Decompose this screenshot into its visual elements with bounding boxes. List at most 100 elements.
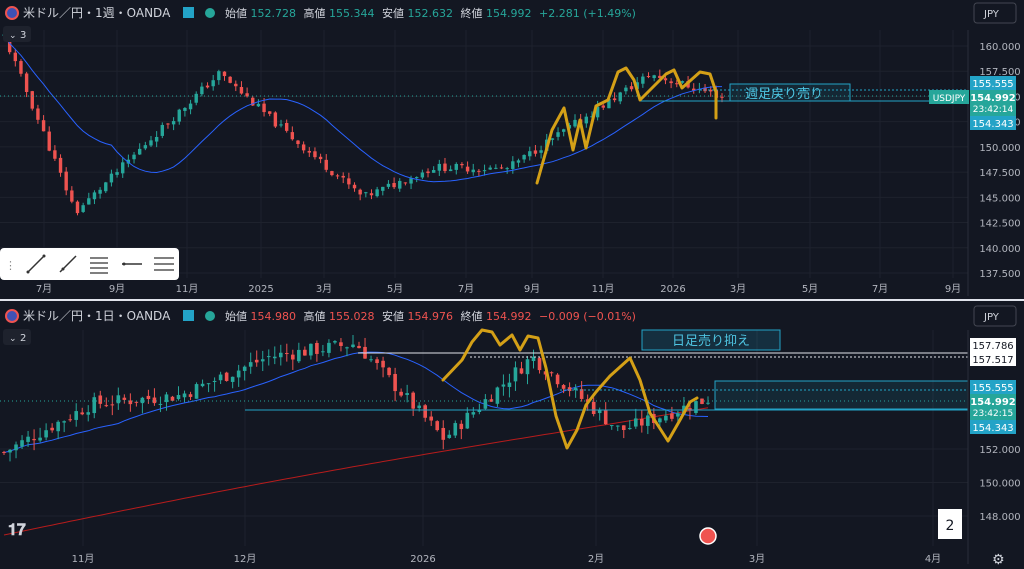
candle-body [315, 342, 319, 354]
weekly-chart-pane[interactable]: 週足戻り売り 160.000157.500155.000152.500150.0… [0, 2, 1021, 296]
price-tag-last: 154.992 [970, 93, 1016, 104]
svg-text:始値 152.728 高値: 始値 152.728 高値 155.344 安値 152.632 終値 154.… [225, 6, 636, 20]
candle-body [516, 160, 521, 163]
x-tick-label: 11月 [72, 553, 95, 565]
candle-body [629, 86, 634, 90]
candle-body [522, 154, 526, 160]
candle-body [423, 405, 427, 418]
daily-time-axis[interactable]: 11月 12月 2026 2月 3月 4月 [72, 553, 942, 565]
candle-body [341, 175, 345, 178]
daily-price-axis[interactable]: 152.000 150.000 148.000 [967, 330, 1021, 564]
candle-body [443, 163, 447, 172]
candle-body [205, 85, 210, 88]
daily-chart-pane[interactable]: 日足売り抑え 152.000 150.000 148.000 11月 12月 2026 2… [0, 305, 1021, 568]
candle-body [330, 171, 334, 176]
candle-body [116, 395, 121, 404]
candle-body [519, 368, 524, 374]
candle-body [347, 178, 351, 185]
candle-body [296, 140, 300, 145]
candle-body [692, 88, 696, 91]
candle-body [669, 81, 673, 84]
y-tick-label: 140.000 [979, 244, 1020, 255]
candle-body [409, 178, 413, 184]
candle-body [212, 380, 217, 382]
candle-body [694, 401, 698, 414]
candle-body [104, 182, 108, 192]
candle-body [624, 87, 628, 92]
candle-body [511, 161, 515, 169]
candle-body [38, 437, 42, 441]
candle-body [381, 186, 385, 191]
candle-body [664, 415, 668, 421]
weekly-wave-drawing [535, 66, 718, 185]
y-tick-label: 157.500 [979, 67, 1020, 78]
indicator-toggle[interactable] [3, 26, 31, 42]
y-tick-label: 150.000 [979, 479, 1020, 490]
candle-body [290, 132, 295, 140]
candle-body [477, 170, 481, 172]
candle-body [2, 452, 6, 454]
market-status-icon [183, 7, 194, 18]
daily-candles [2, 335, 710, 462]
candle-body [13, 52, 18, 62]
x-tick-label: 7月 [458, 283, 474, 295]
candle-body [471, 412, 476, 415]
settings-gear-icon[interactable]: ⚙ [992, 552, 1005, 568]
candle-body [301, 144, 306, 151]
candle-body [658, 418, 662, 423]
x-tick-label: 2025 [248, 284, 273, 295]
y-tick-label: 152.000 [979, 445, 1020, 456]
candle-body [128, 400, 133, 405]
candle-body [381, 360, 385, 368]
candle-body [53, 150, 57, 159]
horizontal-ray-tool [122, 262, 142, 266]
candle-body [230, 376, 235, 382]
candle-body [393, 373, 397, 392]
candle-body [435, 421, 440, 431]
drawing-toolbar[interactable]: ⋮ [0, 248, 179, 280]
candle-body [327, 342, 331, 353]
candle-body [627, 428, 632, 430]
candle-body [200, 86, 204, 95]
x-tick-label: 9月 [524, 283, 540, 295]
y-tick-label: 147.500 [979, 168, 1020, 179]
candle-body [483, 399, 488, 409]
x-tick-label: 4月 [925, 553, 941, 565]
price-tag-1: 157.786 [972, 341, 1013, 352]
candle-body [104, 405, 109, 407]
candle-body [591, 401, 596, 415]
candle-body [318, 156, 323, 160]
price-tag-timer: 23:42:14 [973, 105, 1014, 115]
fib-tool [90, 257, 108, 274]
weekly-time-axis[interactable]: 7月 9月 11月 2025 3月 5月 7月 9月 11月 2026 3月 5月 7月 9月 [36, 283, 961, 295]
currency-button[interactable] [973, 305, 1017, 327]
indicator-toggle[interactable] [3, 329, 31, 345]
us-flag-event-icon[interactable] [699, 527, 717, 545]
candle-body [556, 132, 560, 137]
candle-body [429, 416, 434, 421]
candle-body [158, 403, 163, 405]
currency-button[interactable] [973, 2, 1017, 24]
candle-body [115, 172, 119, 175]
candle-body [482, 170, 487, 172]
candle-body [183, 107, 187, 111]
x-tick-label: 7月 [36, 283, 52, 295]
candle-body [460, 163, 464, 166]
drag-handle-icon: ⋮ [5, 259, 16, 272]
candle-body [507, 382, 512, 387]
page-number: 2 [946, 518, 955, 534]
candle-body [720, 96, 724, 98]
candle-body [386, 183, 391, 187]
candle-body [291, 354, 295, 360]
candle-body [324, 159, 328, 170]
candle-body [633, 418, 638, 427]
weekly-moving-average [3, 34, 722, 183]
candle-body [531, 356, 536, 362]
candle-body [278, 352, 283, 358]
candle-body [411, 392, 415, 409]
candle-body [612, 98, 617, 101]
candle-body [471, 169, 475, 173]
y-tick-label: 148.000 [979, 512, 1020, 523]
y-tick-label: 137.500 [979, 269, 1020, 280]
candle-body [703, 87, 707, 92]
